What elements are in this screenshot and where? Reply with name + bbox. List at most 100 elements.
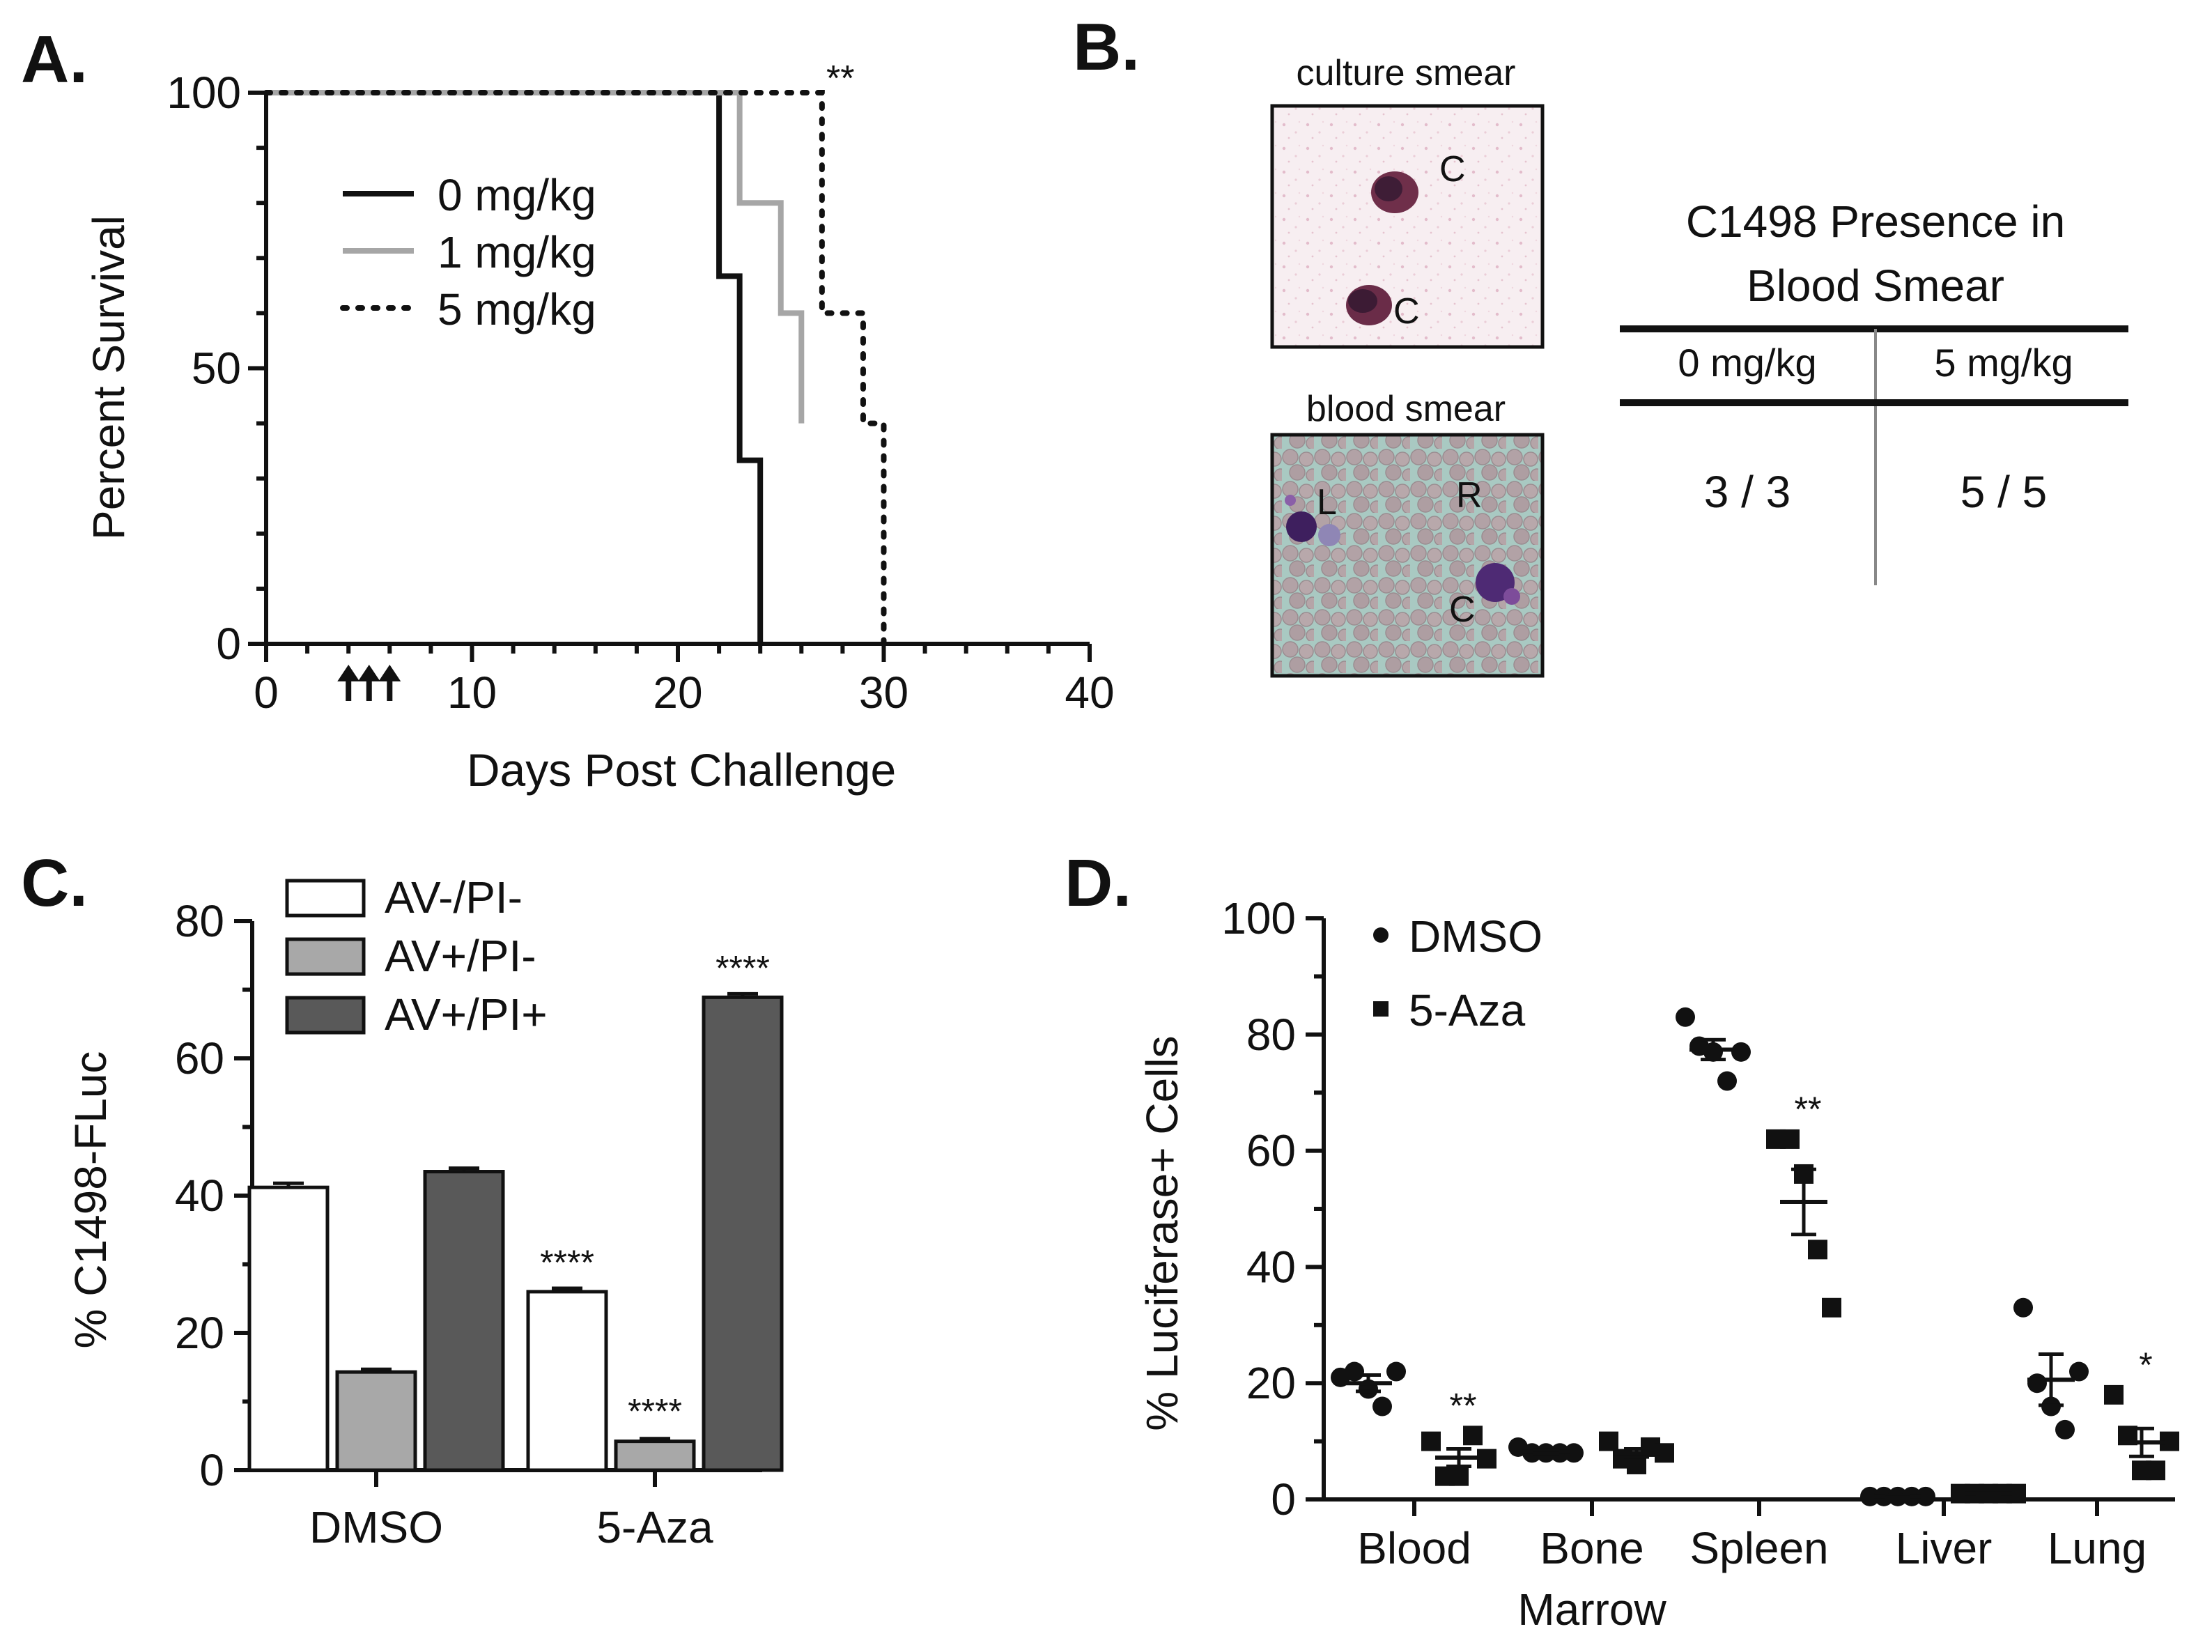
bar-0-1 xyxy=(335,1370,417,1472)
significance-annotation: ** xyxy=(1450,1386,1477,1425)
legend-swatch-0 xyxy=(1373,927,1389,943)
presence-table-value-5: 5 / 5 xyxy=(1960,467,2048,517)
panel-a-x-tick-label: 10 xyxy=(447,667,497,718)
bar-1-1 xyxy=(614,1439,696,1472)
presence-table-header-5: 5 mg/kg xyxy=(1934,341,2073,385)
panel-c-bars: **** **** **** xyxy=(247,948,784,1472)
presence-table-header-0: 0 mg/kg xyxy=(1678,341,1816,385)
panel-b-letter: B. xyxy=(1073,10,1140,84)
presence-table-title-1: C1498 Presence in xyxy=(1686,196,2065,247)
legend-swatch-0 xyxy=(285,879,366,918)
bar-1-2 xyxy=(702,995,784,1472)
dmso-point xyxy=(2069,1361,2089,1382)
culture-smear-mark-1: C xyxy=(1439,149,1466,190)
panel-d-x-tick-label: Liver xyxy=(1896,1523,1993,1573)
blood-smear-label: blood smear xyxy=(1306,389,1506,429)
panel-a-y-tick-label: 100 xyxy=(167,68,241,118)
legend-swatch-1 xyxy=(1373,1001,1389,1017)
presence-table: C1498 Presence in Blood Smear 0 mg/kg 5 … xyxy=(1620,196,2128,585)
panel-d-y-tick-label: 40 xyxy=(1246,1242,1296,1292)
dosing-arrow-head xyxy=(357,665,380,681)
presence-table-value-0: 3 / 3 xyxy=(1704,467,1791,517)
panel-c-x-tick-label: DMSO xyxy=(309,1502,443,1552)
aza-point xyxy=(1599,1431,1618,1451)
panel-d-letter: D. xyxy=(1065,846,1131,920)
panel-a-legend: 0 mg/kg 1 mg/kg 5 mg/kg xyxy=(340,170,596,334)
aza-point xyxy=(2104,1384,2124,1405)
panel-d-x-tick-label: Lung xyxy=(2048,1523,2147,1573)
panel-a-y-tick-label: 0 xyxy=(216,619,241,669)
panel-c-y-tick-label: 0 xyxy=(199,1445,224,1495)
panel-a: A. ** Percent Survival Days Post Challen… xyxy=(21,22,1115,796)
panel-a-x-tick-label: 40 xyxy=(1065,667,1114,718)
bar-annotation-1-1: **** xyxy=(628,1392,682,1431)
panel-d-points: ***** xyxy=(1331,1007,2179,1506)
panel-a-xlabel: Days Post Challenge xyxy=(467,744,896,796)
bar-annotation-1-0: **** xyxy=(540,1243,594,1282)
panel-c-y-tick-label: 80 xyxy=(175,896,224,946)
panel-d-x-tick-label: Spleen xyxy=(1689,1523,1828,1573)
panel-d-y-tick-label: 60 xyxy=(1246,1126,1296,1176)
aza-point xyxy=(2146,1460,2165,1481)
panel-d-x-tick-label: Blood xyxy=(1357,1523,1471,1573)
panel-d-legend: DMSO 5-Aza xyxy=(1373,911,1542,1035)
aza-point xyxy=(1780,1129,1800,1149)
aza-point xyxy=(1449,1466,1469,1486)
dmso-point xyxy=(1676,1007,1695,1027)
panel-c-y-tick-label: 20 xyxy=(175,1308,224,1358)
legend-label-1: AV+/PI- xyxy=(385,931,536,981)
panel-a-annotation: ** xyxy=(826,59,854,99)
panel-a-ylabel: Percent Survival xyxy=(84,215,134,540)
dmso-point xyxy=(2013,1297,2033,1318)
legend-label-0: DMSO xyxy=(1409,911,1542,962)
legend-swatch-2 xyxy=(285,996,366,1035)
bar-annotation-1-2: **** xyxy=(716,948,770,987)
panel-d-y-tick-label: 0 xyxy=(1271,1474,1296,1524)
legend-label-0: 0 mg/kg xyxy=(438,170,596,220)
aza-point xyxy=(1463,1426,1483,1446)
dmso-point xyxy=(1916,1486,1935,1506)
dmso-point xyxy=(1345,1361,1364,1382)
panel-d-axes: 0 20 40 60 80 100 Blood Bone Marrow Spleen Liver Lu… xyxy=(1221,893,2175,1635)
bar-0-2 xyxy=(423,1170,505,1472)
panel-d-x-tick-label: Bone xyxy=(1540,1523,1643,1573)
dmso-point xyxy=(1372,1396,1392,1416)
bar-1-0 xyxy=(526,1290,608,1472)
panel-d-y-tick-label: 20 xyxy=(1246,1358,1296,1408)
dmso-point xyxy=(1386,1361,1406,1382)
panel-d-y-tick-label: 100 xyxy=(1221,893,1296,943)
panel-d-x-tick-label: Marrow xyxy=(1517,1584,1666,1635)
aza-point xyxy=(1808,1240,1827,1260)
legend-swatch-1 xyxy=(285,937,366,976)
panel-a-x-tick-label: 0 xyxy=(254,667,279,718)
blood-smear-mark-r: R xyxy=(1456,475,1483,516)
aza-point xyxy=(1822,1297,1841,1318)
panel-c-x-tick-label: 5-Aza xyxy=(596,1502,713,1552)
significance-annotation: ** xyxy=(1795,1090,1822,1129)
panel-a-axes: 0 10 20 30 40 0 50 100 xyxy=(167,68,1114,718)
panel-d-ylabel: % Luciferase+ Cells xyxy=(1137,1035,1187,1430)
dosing-arrow-head xyxy=(337,665,360,681)
dmso-point xyxy=(1717,1071,1737,1091)
panel-d: D. % Luciferase+ Cells 0 20 40 60 80 100 Blood… xyxy=(1065,846,2179,1635)
dmso-point xyxy=(2055,1419,2075,1439)
panel-c-letter: C. xyxy=(21,846,88,920)
panel-b: B. culture smear C C blood smear L R C C… xyxy=(1073,10,2128,678)
panel-a-x-tick-label: 20 xyxy=(653,667,702,718)
aza-point xyxy=(1421,1431,1441,1451)
panel-c-ylabel: % C1498-FLuc xyxy=(65,1051,116,1349)
blood-smear-mark-c: C xyxy=(1449,589,1476,630)
dmso-point xyxy=(1860,1486,1880,1506)
panel-a-y-tick-label: 50 xyxy=(192,343,241,394)
legend-label-2: 5 mg/kg xyxy=(438,284,596,334)
blood-smear-mark-l: L xyxy=(1317,482,1337,523)
legend-label-2: AV+/PI+ xyxy=(385,989,548,1040)
dosing-arrow-head xyxy=(378,665,401,681)
panel-c-y-tick-label: 60 xyxy=(175,1033,224,1083)
panel-a-letter: A. xyxy=(21,22,88,97)
culture-smear-image xyxy=(1270,104,1545,349)
panel-a-x-tick-label: 30 xyxy=(859,667,908,718)
culture-smear-mark-2: C xyxy=(1393,291,1420,332)
